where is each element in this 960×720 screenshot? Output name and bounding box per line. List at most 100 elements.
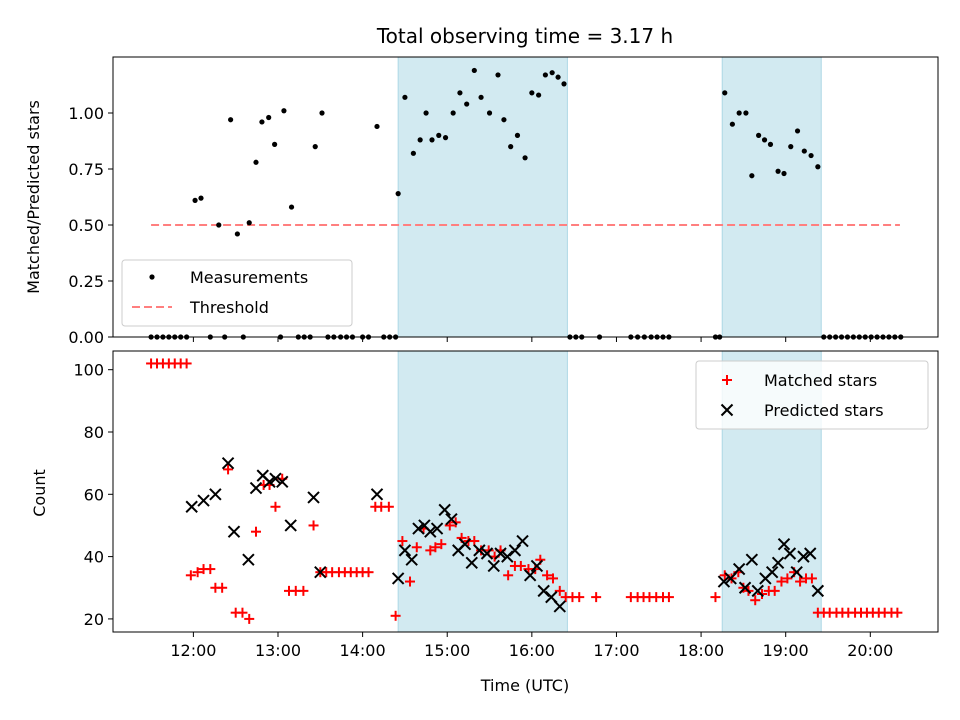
matched-star-point: [574, 592, 585, 603]
matched-star-point: [554, 585, 565, 596]
top-panel: 0.00 0.25 0.50 0.75 1.00 Matched/Predicted s…: [24, 56, 939, 347]
measurement-point: [234, 231, 240, 237]
top-plot-marks: [148, 67, 904, 340]
predicted-star-point: [777, 537, 791, 551]
measurement-point: [436, 132, 442, 138]
matched-star-point: [782, 573, 793, 584]
measurement-point: [775, 168, 781, 174]
bottom-plot-marks: [146, 358, 903, 624]
measurement-point: [781, 170, 787, 177]
top-x-ticks: [192, 337, 871, 342]
measurement-point: [192, 197, 198, 203]
matched-star-point: [430, 542, 441, 553]
matched-star-point: [483, 545, 494, 556]
measurement-point: [216, 222, 222, 228]
predicted-star-point: [790, 565, 803, 579]
y-tick-label: 100: [73, 361, 104, 380]
matched-star-point: [298, 585, 309, 596]
predicted-star-point: [438, 503, 451, 517]
measurement-point: [761, 137, 768, 143]
matched-star-point: [530, 564, 541, 575]
predicted-star-point: [804, 547, 817, 560]
measurement-point: [522, 155, 528, 161]
measurement-point: [417, 137, 423, 143]
measurement-point: [514, 132, 521, 138]
matched-star-point: [237, 607, 248, 618]
measurement-point: [729, 121, 735, 127]
y-tick-label: 40: [84, 548, 104, 567]
y-tick-label: 0.00: [68, 328, 104, 347]
matched-star-point: [503, 570, 514, 581]
y-tick-label: 80: [84, 423, 104, 442]
y-tick-label: 0.75: [68, 160, 104, 179]
measurement-point: [478, 94, 484, 100]
measurement-point: [319, 110, 325, 116]
measurement-point: [542, 72, 548, 78]
predicted-star-point: [771, 556, 785, 570]
predicted-star-point: [487, 559, 500, 573]
measurement-point: [801, 148, 807, 154]
matched-star-point: [806, 573, 817, 584]
predicted-star-point: [523, 569, 537, 582]
predicted-star-point: [732, 562, 746, 576]
measurement-point: [536, 92, 542, 98]
matched-star-point: [542, 570, 553, 581]
measurement-point: [423, 110, 429, 116]
matched-star-point: [181, 358, 192, 369]
x-tick-label: 14:00: [340, 641, 386, 660]
top-legend-box: [121, 259, 353, 327]
predicted-star-point: [738, 581, 752, 594]
bottom-panel: 20 40 60 80 100 12:00 13:00 14:00 15:00 16:00 17:…: [30, 350, 939, 695]
matched-star-point: [591, 592, 602, 603]
matched-star-point: [192, 567, 203, 578]
predicted-star-point: [412, 522, 425, 535]
matched-star-point: [436, 539, 447, 550]
shaded-interval: [721, 56, 822, 338]
measurement-point: [253, 159, 259, 165]
measurement-point: [312, 144, 318, 150]
predicted-star-point: [473, 544, 486, 557]
predicted-star-point: [458, 537, 472, 551]
measurement-point: [395, 191, 401, 197]
predicted-star-point: [811, 584, 825, 598]
predicted-star-point: [445, 513, 458, 526]
predicted-star-point: [530, 559, 544, 573]
predicted-star-point: [494, 547, 507, 560]
matched-star-point: [769, 585, 780, 596]
matched-star-point: [405, 576, 415, 587]
matched-star-point: [205, 564, 216, 575]
measurement-point: [471, 67, 477, 74]
predicted-star-point: [553, 600, 566, 613]
measurement-point: [808, 152, 814, 159]
matched-star-point: [270, 501, 281, 512]
predicted-star-point: [209, 488, 222, 501]
measurement-point: [442, 135, 449, 141]
matched-star-point: [776, 576, 787, 587]
matched-star-point: [795, 576, 806, 587]
measurement-point: [246, 220, 252, 226]
predicted-star-point: [797, 550, 810, 563]
predicted-star-point: [263, 475, 276, 489]
y-tick-label: 0.25: [68, 272, 104, 291]
predicted-star-point: [242, 553, 255, 566]
top-y-ticks: 0.00 0.25 0.50 0.75 1.00: [68, 104, 113, 347]
y-tick-label: 1.00: [68, 104, 104, 123]
measurement-point: [228, 117, 234, 123]
bottom-legend-box: [695, 360, 929, 430]
measurement-point: [736, 110, 742, 116]
y-tick-label: 0.50: [68, 216, 104, 235]
predicted-star-point: [227, 525, 241, 538]
legend-measurements-label: Measurements: [190, 268, 308, 287]
matched-star-point: [363, 567, 374, 578]
measurement-point: [429, 137, 435, 143]
x-tick-label: 19:00: [763, 641, 809, 660]
measurement-point: [561, 81, 567, 87]
predicted-star-point: [480, 547, 494, 560]
measurement-point: [549, 70, 555, 76]
matched-star-point: [223, 464, 234, 475]
measurement-point: [266, 114, 272, 121]
matched-star-point: [663, 592, 674, 603]
measurement-point: [794, 128, 801, 134]
matched-star-point: [892, 607, 903, 618]
